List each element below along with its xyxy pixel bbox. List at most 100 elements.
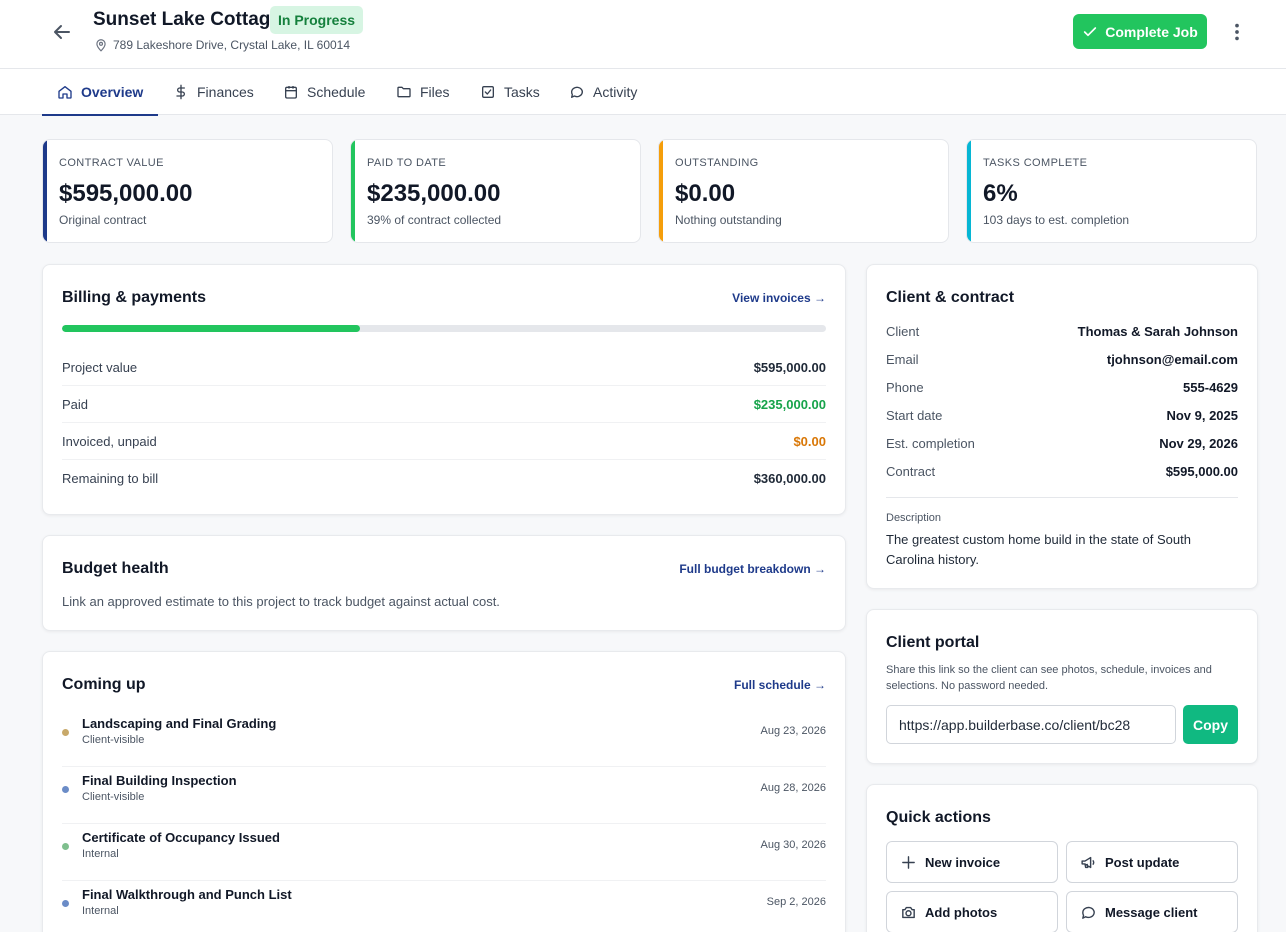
- quick-actions-panel: Quick actions New invoice Post update Ad…: [866, 784, 1258, 932]
- quick-action-label: New invoice: [925, 854, 1001, 870]
- quick-action-label: Add photos: [925, 904, 998, 920]
- event-dot: [62, 843, 69, 850]
- portal-url-input[interactable]: [886, 705, 1176, 744]
- stat-subtext: Nothing outstanding: [675, 213, 782, 227]
- client-row-value: tjohnson@email.com: [1106, 351, 1238, 367]
- quick-actions-title: Quick actions: [886, 809, 991, 826]
- chat-icon: [1082, 906, 1095, 919]
- home-icon: [58, 86, 72, 99]
- budget-note: Link an approved estimate to this projec…: [62, 594, 500, 609]
- budget-title: Budget health: [62, 560, 169, 577]
- new-invoice-button[interactable]: New invoice: [886, 841, 1058, 883]
- event-name: Final Building Inspection: [82, 773, 237, 788]
- stat-label: CONTRACT VALUE: [59, 157, 164, 169]
- tab-finances[interactable]: Finances: [173, 69, 254, 115]
- check-icon: [1084, 26, 1097, 36]
- add-photos-button[interactable]: Add photos: [886, 891, 1058, 932]
- tab-overview[interactable]: Overview: [41, 69, 159, 116]
- tab-label: Activity: [593, 84, 638, 100]
- billing-row: Invoiced, unpaid $0.00: [62, 423, 826, 460]
- stat-label: PAID TO DATE: [367, 157, 447, 169]
- billing-row-label: Remaining to bill: [62, 471, 159, 486]
- client-row-value: Thomas & Sarah Johnson: [1077, 323, 1238, 339]
- client-row: Phone 555-4629: [886, 373, 1238, 401]
- event-name: Final Walkthrough and Punch List: [82, 887, 292, 902]
- event-date: Sep 2, 2026: [766, 896, 826, 908]
- stat-subtext: Original contract: [59, 213, 147, 227]
- client-row-label: Email: [886, 351, 919, 367]
- view-invoices-link[interactable]: View invoices →: [732, 291, 826, 305]
- complete-job-label: Complete Job: [1105, 23, 1198, 40]
- client-portal-title: Client portal: [886, 634, 980, 651]
- client-row-label: Start date: [886, 407, 943, 423]
- stat-card-contract-value: CONTRACT VALUE $595,000.00 Original cont…: [42, 139, 333, 243]
- description-text: The greatest custom home build in the st…: [886, 532, 1191, 567]
- billing-title: Billing & payments: [62, 289, 207, 306]
- tab-bar: Overview Finances Schedule Files Tasks A…: [0, 69, 1286, 116]
- tab-files[interactable]: Files: [396, 69, 450, 115]
- folder-icon: [397, 86, 411, 98]
- event-date: Aug 28, 2026: [760, 782, 826, 794]
- client-contract-title: Client & contract: [886, 289, 1015, 306]
- checkbox-icon: [482, 86, 494, 98]
- schedule-event[interactable]: Final Building Inspection Client-visible…: [62, 767, 826, 824]
- stat-card-paid-to-date: PAID TO DATE $235,000.00 39% of contract…: [350, 139, 641, 243]
- stat-label: TASKS COMPLETE: [983, 157, 1088, 169]
- client-row-value: $595,000.00: [1165, 463, 1238, 479]
- address-text: 789 Lakeshore Drive, Crystal Lake, IL 60…: [113, 38, 351, 52]
- full-budget-link[interactable]: Full budget breakdown →: [679, 562, 826, 576]
- client-contract-panel: Client & contract Client Thomas & Sarah …: [866, 264, 1258, 589]
- complete-job-button[interactable]: Complete Job: [1073, 14, 1207, 49]
- billing-progress-fill: [62, 325, 360, 332]
- schedule-event[interactable]: Final Walkthrough and Punch List Interna…: [62, 881, 826, 932]
- client-row-label: Contract: [886, 463, 936, 479]
- client-row-value: 555-4629: [1183, 379, 1238, 395]
- tab-schedule[interactable]: Schedule: [283, 69, 365, 115]
- billing-row-value: $595,000.00: [753, 359, 826, 375]
- client-row-label: Est. completion: [886, 435, 975, 451]
- quick-action-label: Message client: [1105, 904, 1198, 920]
- stat-accent-bar: [659, 140, 663, 242]
- billing-row-label: Invoiced, unpaid: [62, 433, 157, 449]
- full-schedule-link[interactable]: Full schedule →: [733, 678, 826, 692]
- budget-panel: Budget health Full budget breakdown → Li…: [42, 535, 846, 631]
- event-dot: [62, 729, 69, 736]
- megaphone-icon: [1081, 856, 1095, 868]
- event-date: Aug 23, 2026: [760, 725, 826, 737]
- schedule-event[interactable]: Certificate of Occupancy Issued Internal…: [62, 824, 826, 881]
- tab-activity[interactable]: Activity: [569, 69, 637, 115]
- message-client-button[interactable]: Message client: [1066, 891, 1238, 932]
- more-options-icon[interactable]: [1226, 20, 1248, 44]
- stat-subtext: 103 days to est. completion: [983, 213, 1130, 227]
- client-row-value: Nov 29, 2026: [1159, 435, 1238, 451]
- event-visibility: Internal: [82, 905, 119, 917]
- billing-row-value: $235,000.00: [753, 396, 826, 412]
- event-name: Certificate of Occupancy Issued: [82, 830, 280, 845]
- page-header: Sunset Lake Cottage In Progress 789 Lake…: [0, 0, 1286, 69]
- tab-label: Finances: [197, 84, 254, 100]
- billing-panel: Billing & payments View invoices → Proje…: [42, 264, 846, 515]
- tab-tasks[interactable]: Tasks: [480, 69, 540, 115]
- event-dot: [62, 786, 69, 793]
- billing-row-label: Paid: [62, 396, 89, 412]
- client-row: Est. completion Nov 29, 2026: [886, 429, 1238, 457]
- page-title: Sunset Lake Cottage: [93, 9, 281, 30]
- copy-link-button[interactable]: Copy: [1183, 705, 1238, 744]
- event-visibility: Client-visible: [82, 734, 145, 746]
- tab-label: Schedule: [307, 84, 366, 100]
- client-row: Contract $595,000.00: [886, 457, 1238, 485]
- back-arrow-icon[interactable]: [50, 20, 74, 44]
- calendar-icon: [285, 86, 297, 99]
- chat-icon: [570, 86, 583, 98]
- billing-row-label: Project value: [62, 359, 138, 375]
- stat-subtext: 39% of contract collected: [367, 213, 502, 227]
- billing-row: Project value $595,000.00: [62, 349, 826, 386]
- description-label: Description: [886, 512, 942, 524]
- status-badge: In Progress: [270, 6, 364, 34]
- stat-card-tasks-complete: TASKS COMPLETE 6% 103 days to est. compl…: [966, 139, 1257, 243]
- event-visibility: Client-visible: [82, 791, 145, 803]
- post-update-button[interactable]: Post update: [1066, 841, 1238, 883]
- schedule-event[interactable]: Landscaping and Final Grading Client-vis…: [62, 710, 826, 767]
- event-dot: [62, 900, 69, 907]
- plus-icon: [902, 855, 915, 869]
